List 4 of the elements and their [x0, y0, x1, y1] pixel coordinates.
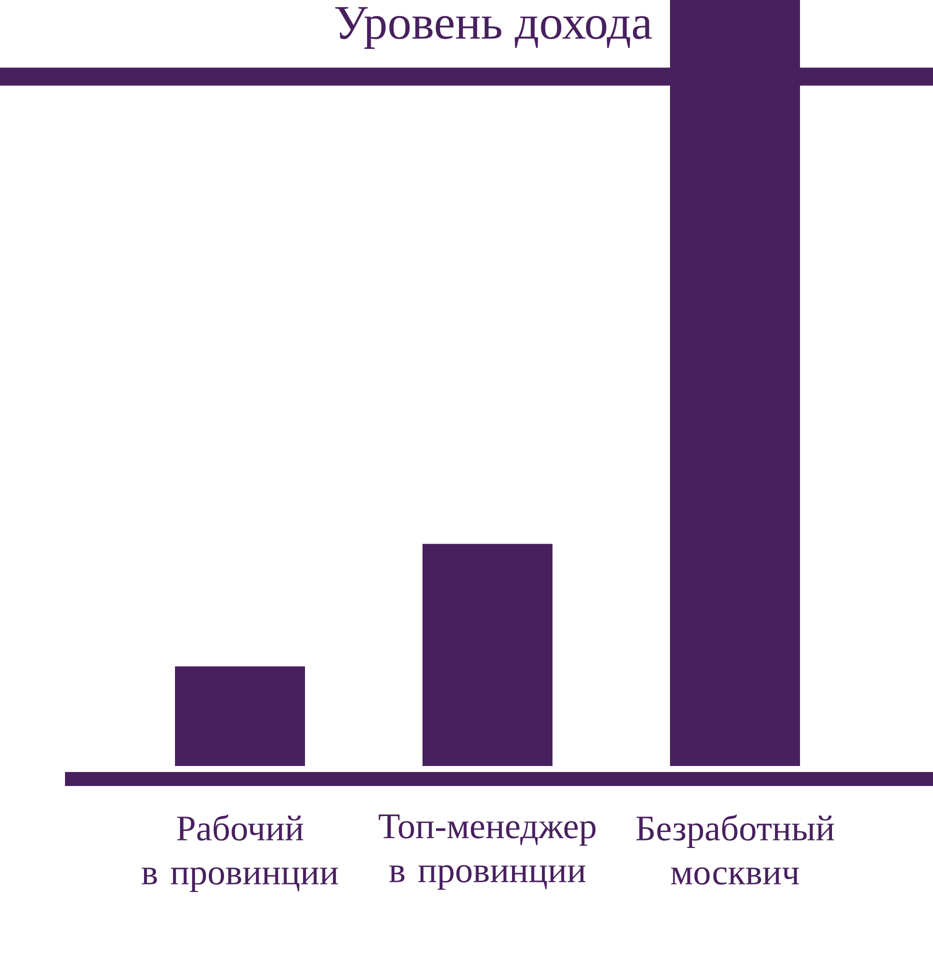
- chart-title: Уровень дохода: [335, 7, 652, 49]
- x-tick-label: Безработный москвич: [636, 814, 834, 885]
- x-tick-label: Рабочий в провинции: [142, 814, 338, 892]
- x-tick-label: Топ-менеджер в провинции: [378, 814, 596, 890]
